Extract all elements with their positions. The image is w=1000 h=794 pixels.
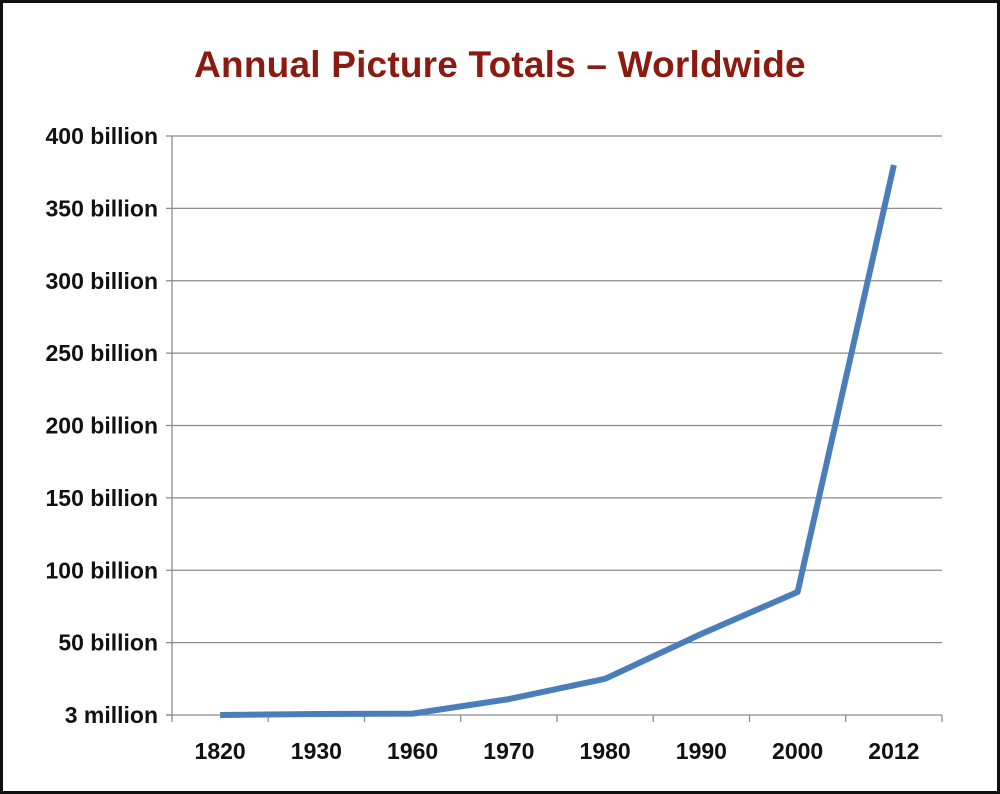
data-point-1820	[217, 712, 223, 718]
y-tick-label: 200 billion	[46, 413, 158, 439]
axes	[166, 135, 943, 722]
series-layer	[217, 162, 897, 718]
data-point-2012	[891, 162, 897, 168]
y-tick-label: 150 billion	[46, 485, 158, 511]
x-axis-tick-labels: 1820 1930 1960 1970 1980 1990 2000 2012	[195, 738, 920, 764]
x-tick-label: 2012	[868, 738, 919, 764]
y-tick-label: 250 billion	[46, 340, 158, 366]
y-tick-label: 350 billion	[46, 195, 158, 221]
data-point-2000	[795, 589, 801, 595]
x-tick-label: 1970	[483, 738, 534, 764]
data-point-1970	[506, 696, 512, 702]
y-axis-tick-labels: 3 million 50 billion 100 billion 150 billio…	[46, 123, 158, 728]
y-tick-label: 100 billion	[46, 557, 158, 583]
y-tick-label: 400 billion	[46, 123, 158, 149]
data-point-1960	[410, 711, 416, 717]
data-point-1980	[602, 676, 608, 682]
chart-title: Annual Picture Totals – Worldwide	[194, 44, 806, 85]
x-tick-label: 1960	[387, 738, 438, 764]
x-tick-label: 1820	[195, 738, 246, 764]
series-line	[220, 164, 897, 718]
data-point-1930	[313, 711, 319, 717]
y-tick-label: 300 billion	[46, 268, 158, 294]
y-tick-label: 50 billion	[58, 630, 158, 656]
x-tick-label: 1990	[676, 738, 727, 764]
gridlines	[172, 135, 942, 644]
data-point-1990	[698, 631, 704, 637]
y-tick-label: 3 million	[65, 702, 158, 728]
x-tick-label: 1930	[291, 738, 342, 764]
x-tick-label: 1980	[580, 738, 631, 764]
x-tick-label: 2000	[772, 738, 823, 764]
